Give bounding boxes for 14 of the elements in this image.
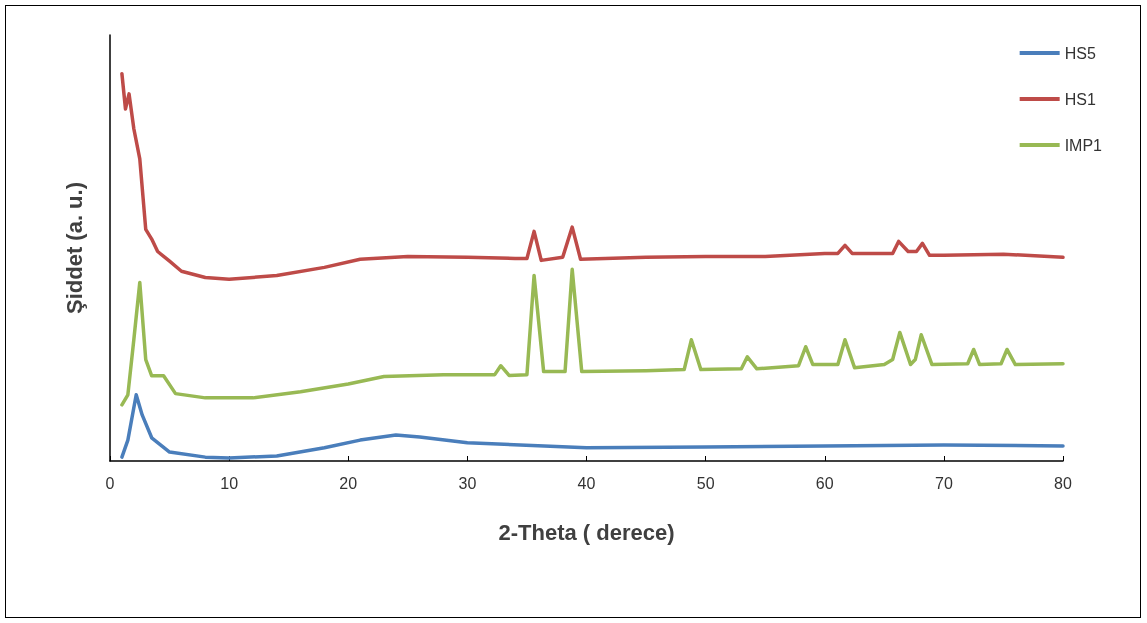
x-tick-label: 0 bbox=[105, 474, 115, 492]
x-tick-label: 80 bbox=[1054, 474, 1072, 492]
x-tick-label: 20 bbox=[339, 474, 358, 492]
legend-label: HS1 bbox=[1064, 90, 1096, 108]
x-axis-title: 2-Theta ( derece) bbox=[498, 519, 675, 545]
x-tick-label: 30 bbox=[458, 474, 477, 492]
x-tick-label: 10 bbox=[220, 474, 239, 492]
legend-label: IMP1 bbox=[1064, 136, 1103, 154]
y-axis-title: Şiddet (a. u.) bbox=[61, 182, 87, 314]
x-tick-label: 70 bbox=[934, 474, 953, 492]
x-tick-label: 40 bbox=[577, 474, 596, 492]
x-tick-label: 60 bbox=[815, 474, 834, 492]
x-tick-label: 50 bbox=[696, 474, 715, 492]
legend-label: HS5 bbox=[1064, 44, 1096, 62]
